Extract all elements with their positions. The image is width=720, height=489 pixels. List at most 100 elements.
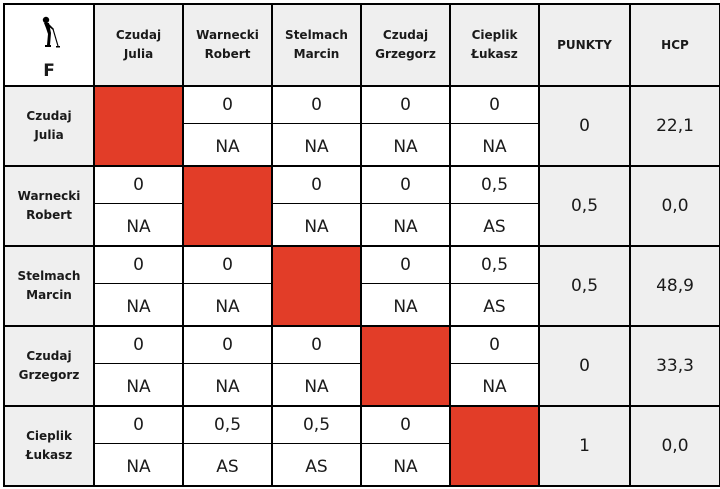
row-header: Stelmach Marcin [3,245,95,327]
column-header-5: Cieplik Łukasz [449,3,540,87]
row-header-first: Cieplik [26,429,72,443]
row-header-second: Łukasz [25,448,73,462]
match-score: 0 [95,327,182,364]
hcp-header: HCP [629,3,720,87]
match-score: 0,5 [184,407,271,444]
match-cell: 0 NA [182,245,273,327]
match-cell: 0 NA [360,85,451,167]
hcp-cell: 22,1 [629,85,720,167]
points-header: PUNKTY [538,3,631,87]
match-score: 0 [273,87,360,124]
match-cell: 0 NA [271,165,362,247]
match-result: AS [483,217,506,238]
row-header-first: Czudaj [26,349,72,363]
match-result: AS [483,297,506,318]
match-cell: 0,5 AS [182,405,273,487]
match-result: NA [393,217,418,238]
match-result: AS [216,457,239,478]
match-score: 0 [451,327,538,364]
row-header-first: Czudaj [26,109,72,123]
row-header: Czudaj Julia [3,85,95,167]
column-header-first: Cieplik [471,28,518,42]
match-pair: 0,5 AS [451,247,538,325]
points-cell: 0 [538,325,631,407]
match-pair: 0 NA [184,247,271,325]
diagonal-cell [93,85,184,167]
match-cell: 0 NA [449,325,540,407]
match-pair: 0 NA [184,87,271,165]
column-header-3: Stelmach Marcin [271,3,362,87]
match-cell: 0 NA [360,165,451,247]
match-pair: 0 NA [95,167,182,245]
hcp-cell: 0,0 [629,165,720,247]
match-score: 0 [362,167,449,204]
player-row: Warnecki Robert 0 NA 0 NA 0 NA 0,5 AS 0,5 0,0 [3,165,720,247]
match-cell: 0 NA [93,325,184,407]
match-result: NA [304,377,329,398]
row-header: Warnecki Robert [3,165,95,247]
match-pair: 0 NA [451,327,538,405]
row-header-second: Julia [34,128,64,142]
points-cell: 0 [538,85,631,167]
match-cell: 0 NA [449,85,540,167]
column-header-first: Stelmach [285,28,348,42]
match-score: 0 [273,327,360,364]
match-pair: 0 NA [362,167,449,245]
match-result: NA [126,217,151,238]
match-cell: 0 NA [182,85,273,167]
header-row: F Czudaj Julia Warnecki Robert Stelmach … [3,3,720,87]
match-pair: 0 NA [95,407,182,485]
column-header-first: Warnecki [196,28,259,42]
match-pair: 0 NA [362,247,449,325]
column-header-second: Łukasz [471,47,518,61]
row-header-second: Marcin [26,288,72,302]
match-score: 0,5 [451,167,538,204]
match-score: 0 [184,327,271,364]
match-result: NA [393,297,418,318]
row-header: Czudaj Grzegorz [3,325,95,407]
diagonal-cell [449,405,540,487]
match-cell: 0 NA [360,245,451,327]
match-cell: 0,5 AS [449,245,540,327]
match-pair: 0 NA [451,87,538,165]
match-result: NA [482,137,507,158]
match-score: 0,5 [273,407,360,444]
match-cell: 0 NA [360,405,451,487]
match-result: NA [393,137,418,158]
points-cell: 1 [538,405,631,487]
hcp-cell: 0,0 [629,405,720,487]
flight-label: F [43,61,55,81]
column-header-2: Warnecki Robert [182,3,273,87]
match-result: NA [126,457,151,478]
match-score: 0 [95,407,182,444]
match-score: 0 [184,247,271,284]
match-score: 0 [362,247,449,284]
points-cell: 0,5 [538,245,631,327]
player-row: Stelmach Marcin 0 NA 0 NA 0 NA 0,5 AS 0,5 48,9 [3,245,720,327]
match-score: 0 [95,167,182,204]
column-header-second: Robert [204,47,251,61]
results-table: F Czudaj Julia Warnecki Robert Stelmach … [3,3,720,487]
match-score: 0,5 [451,247,538,284]
diagonal-cell [271,245,362,327]
match-pair: 0,5 AS [273,407,360,485]
row-header: Cieplik Łukasz [3,405,95,487]
match-pair: 0 NA [184,327,271,405]
match-result: NA [215,137,240,158]
match-score: 0 [451,87,538,124]
column-header-first: Czudaj [382,28,429,42]
match-pair: 0,5 AS [451,167,538,245]
match-cell: 0 NA [182,325,273,407]
match-score: 0 [95,247,182,284]
match-pair: 0 NA [95,327,182,405]
player-row: Czudaj Julia 0 NA 0 NA 0 NA 0 NA 0 22,1 [3,85,720,167]
points-cell: 0,5 [538,165,631,247]
player-row: Cieplik Łukasz 0 NA 0,5 AS 0,5 AS 0 NA 1 0,0 [3,405,720,487]
match-result: NA [126,377,151,398]
match-result: NA [304,217,329,238]
match-cell: 0 NA [93,165,184,247]
column-header-second: Marcin [293,47,340,61]
match-cell: 0 NA [93,245,184,327]
row-header-first: Warnecki [17,189,81,203]
hcp-cell: 48,9 [629,245,720,327]
